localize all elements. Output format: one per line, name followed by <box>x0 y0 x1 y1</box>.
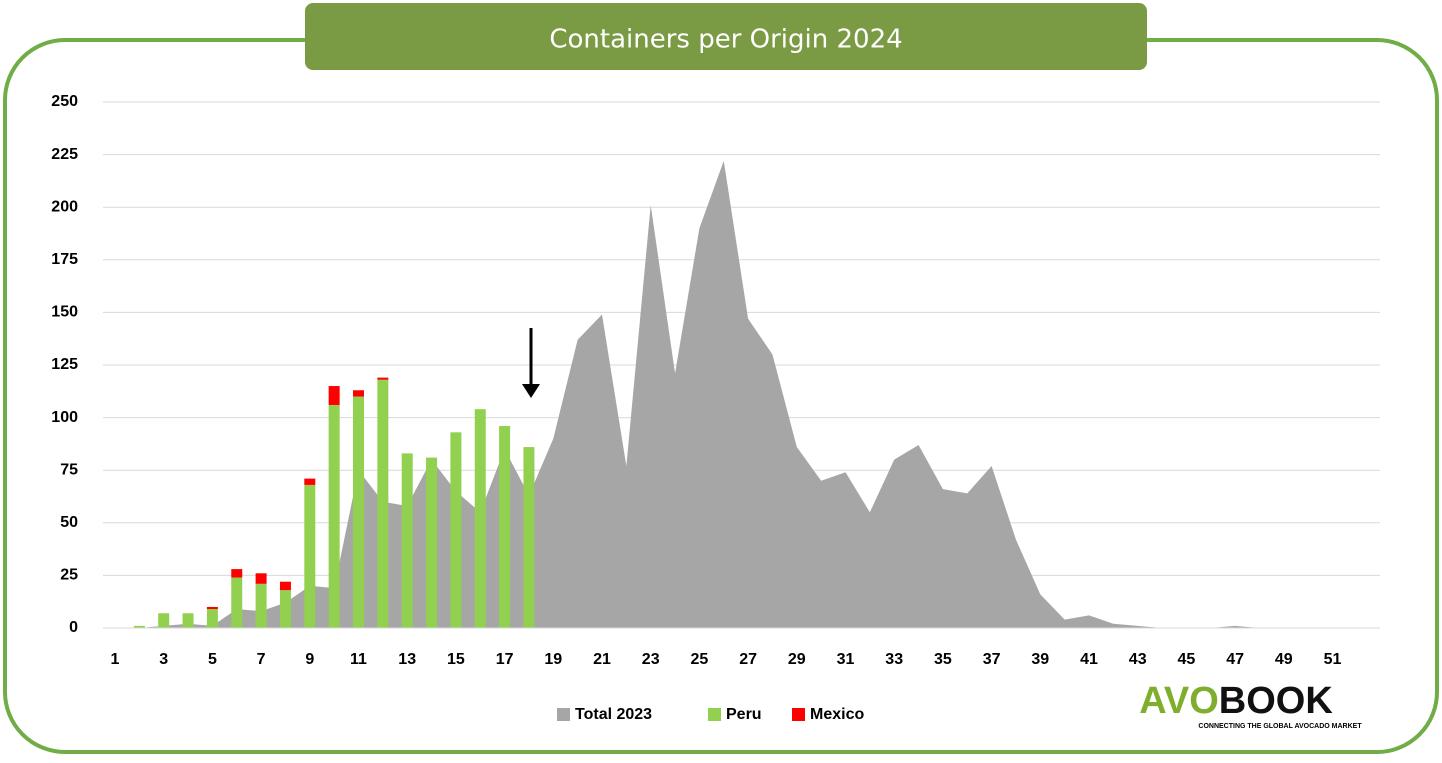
bar <box>328 404 340 628</box>
legend-swatch <box>708 708 721 721</box>
legend-swatch <box>792 708 805 721</box>
legend-label: Total 2023 <box>575 706 652 723</box>
bar <box>328 386 340 405</box>
x-tick-label: 15 <box>447 651 465 668</box>
x-tick-label: 29 <box>788 651 806 668</box>
y-tick-label: 200 <box>51 198 78 215</box>
y-tick-label: 250 <box>51 93 78 110</box>
x-tick-label: 51 <box>1324 651 1342 668</box>
area <box>115 160 1357 629</box>
logo-second: BOOK <box>1219 680 1334 722</box>
bar <box>474 409 486 628</box>
x-tick-label: 21 <box>593 651 611 668</box>
bar <box>304 478 316 485</box>
x-tick-label: 23 <box>642 651 660 668</box>
bar <box>279 581 291 591</box>
x-tick-label: 37 <box>983 651 1001 668</box>
bar <box>206 606 218 610</box>
logo-first: AVO <box>1139 680 1219 722</box>
chart-title: Containers per Origin 2024 <box>549 25 902 55</box>
x-tick-label: 39 <box>1031 651 1049 668</box>
x-tick-label: 47 <box>1226 651 1244 668</box>
y-tick-label: 175 <box>51 251 78 268</box>
legend-label: Peru <box>726 706 762 723</box>
logo: AVOBOOK <box>1139 680 1333 722</box>
x-tick-label: 25 <box>691 651 709 668</box>
x-tick-label: 43 <box>1129 651 1147 668</box>
title-banner <box>305 3 1147 70</box>
y-tick-label: 50 <box>60 514 78 531</box>
bar <box>182 613 194 628</box>
legend-label: Mexico <box>810 706 864 723</box>
x-tick-label: 17 <box>496 651 514 668</box>
x-tick-label: 5 <box>208 651 217 668</box>
y-tick-label: 25 <box>60 567 78 584</box>
x-tick-label: 13 <box>398 651 416 668</box>
bar <box>206 609 218 628</box>
x-tick-label: 35 <box>934 651 952 668</box>
x-tick-label: 3 <box>159 651 168 668</box>
x-tick-label: 27 <box>739 651 757 668</box>
legend-swatch <box>557 708 570 721</box>
bar <box>255 573 267 584</box>
bar <box>231 577 243 628</box>
bar <box>450 432 462 628</box>
y-tick-label: 225 <box>51 146 78 163</box>
bar <box>426 457 438 628</box>
x-tick-label: 33 <box>885 651 903 668</box>
x-tick-label: 19 <box>544 651 562 668</box>
bar <box>353 390 364 397</box>
bar <box>231 569 243 578</box>
y-tick-label: 0 <box>69 619 78 636</box>
bar <box>523 447 535 628</box>
bar <box>279 590 291 628</box>
arrow <box>522 328 540 398</box>
x-tick-label: 9 <box>305 651 314 668</box>
x-tick-label: 11 <box>350 651 367 668</box>
bar <box>353 396 364 628</box>
bar <box>133 625 145 628</box>
y-tick-label: 150 <box>51 304 78 321</box>
bar <box>377 377 389 380</box>
y-tick-label: 100 <box>51 409 78 426</box>
logo-tagline: CONNECTING THE GLOBAL AVOCADO MARKET <box>1198 723 1362 730</box>
x-tick-label: 41 <box>1080 651 1098 668</box>
x-tick-label: 45 <box>1178 651 1196 668</box>
x-tick-label: 31 <box>837 651 855 668</box>
x-tick-label: 49 <box>1275 651 1293 668</box>
bar <box>401 453 413 628</box>
bar <box>255 583 267 628</box>
bar <box>499 426 511 628</box>
y-tick-label: 125 <box>51 356 78 373</box>
x-tick-label: 1 <box>111 651 120 668</box>
bar <box>158 613 170 628</box>
bar <box>304 484 316 628</box>
bar <box>377 379 389 628</box>
y-tick-label: 75 <box>60 461 78 478</box>
x-tick-label: 7 <box>257 651 266 668</box>
